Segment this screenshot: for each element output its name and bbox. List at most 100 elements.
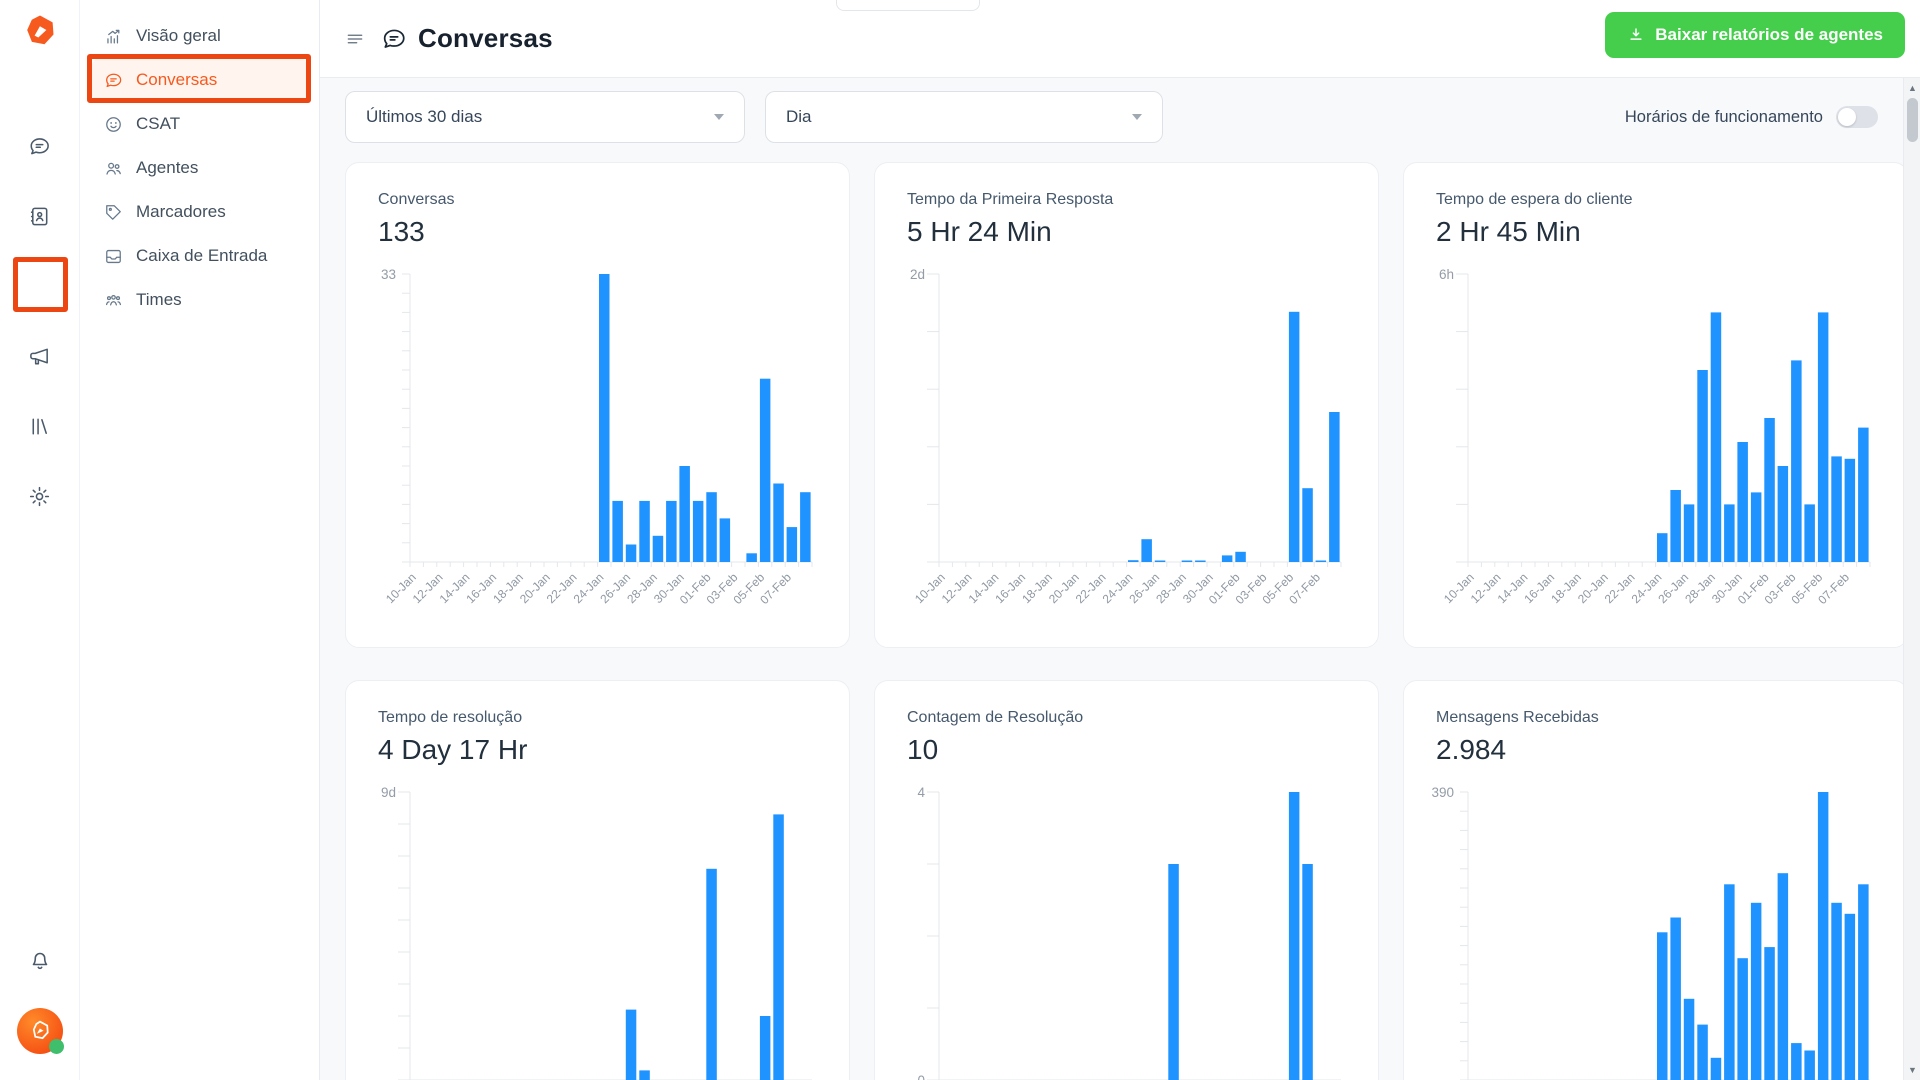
bar-chart-tempo-espera: 6h 10-Jan 12-Jan 14-Jan 16-Jan 18-Jan 20-Jan 22… [1404,262,1907,619]
bar [1791,360,1802,562]
bar [1221,555,1233,562]
sidebar-item-label: Conversas [136,70,218,89]
rail-item-conversations[interactable] [20,126,60,166]
download-agent-reports-button[interactable]: Baixar relatórios de agentes [1605,12,1905,58]
scrollbar-thumb[interactable] [1907,98,1918,142]
bar-chart-svg: 4010-Jan12-Jan14-Jan16-Jan18-Jan20-Jan22… [917,785,1341,1080]
download-icon [1627,26,1645,44]
chart-metric: 2.984 [1436,734,1507,765]
bar [706,492,717,562]
tag-icon [104,203,123,222]
bar [1710,312,1722,562]
chart-title: Contagem de Resolução [907,709,1084,726]
bar [800,492,811,562]
sidebar-item-vis-o-geral[interactable]: Visão geral [92,14,307,58]
bar [1181,560,1193,562]
page-title: Conversas [418,23,553,53]
svg-text:0: 0 [917,1073,925,1080]
scroll-up-arrow-icon[interactable]: ▲ [1908,83,1917,93]
svg-text:07-Feb: 07-Feb [757,570,794,607]
hamburger-icon[interactable] [345,29,365,49]
user-avatar[interactable] [16,1008,64,1054]
bar [1315,560,1327,562]
bar-chart-svg: 2d10-Jan12-Jan14-Jan16-Jan18-Jan20-Jan22… [910,267,1342,607]
rail-item-settings[interactable] [20,476,60,516]
browser-notch-pill [836,0,980,11]
bar [1697,1024,1708,1080]
page-header: Conversas Baixar relatórios de agentes [320,0,1920,78]
notifications-bell-icon[interactable] [20,940,60,980]
bar [746,553,757,562]
bar-chart-conversas: 33 10-Jan 12-Jan 14-Jan 16-Jan 18-Jan 20-Jan 22… [346,262,849,619]
gear-icon [28,485,51,508]
svg-text:4: 4 [917,785,925,800]
bar [1764,418,1775,562]
business-hours-toggle[interactable] [1836,106,1878,128]
bar [1764,947,1775,1080]
bar [1302,864,1313,1080]
rail-item-campaigns[interactable] [20,336,60,376]
bar [1657,932,1668,1080]
bar [1750,492,1762,562]
bar-chart-contagem-resolucao: 4010-Jan12-Jan14-Jan16-Jan18-Jan20-Jan22… [875,780,1378,1080]
bar [1804,1050,1815,1080]
main-area: Conversas Baixar relatórios de agentes Ú… [320,0,1920,1080]
svg-text:07-Feb: 07-Feb [1815,570,1852,607]
sidebar-item-caixa-de-entrada[interactable]: Caixa de Entrada [92,234,307,278]
bar [599,274,610,562]
bar-chart-primeira-resposta: 2d 10-Jan 12-Jan 14-Jan 16-Jan 18-Jan 20-Jan 22… [875,262,1378,619]
bar [1657,533,1668,562]
bar [1683,504,1695,562]
reports-sidebar: Visão geral Conversas CSAT Agentes Marcadore… [80,0,320,1080]
bar [1858,884,1869,1080]
chart-title: Tempo da Primeira Resposta [907,191,1114,208]
rail-item-contacts[interactable] [20,196,60,236]
sidebar-item-conversas[interactable]: Conversas [92,58,307,102]
vertical-scrollbar[interactable]: ▲ ▼ [1903,78,1920,1080]
bar [692,500,704,562]
smiley-icon [104,115,123,134]
app-logo[interactable] [22,13,58,49]
sidebar-item-marcadores[interactable]: Marcadores [92,190,307,234]
chart-metric: 133 [378,216,425,247]
date-range-select[interactable]: Últimos 30 dias [345,91,745,143]
bar [1737,958,1748,1080]
bar [1154,560,1166,562]
bar [1141,539,1152,562]
chevron-down-icon [714,114,724,120]
chart-card-primeira-resposta: Tempo da Primeira Resposta 5 Hr 24 Min 2… [874,162,1379,648]
trend-chart-icon [104,27,123,46]
rail-icons [19,126,60,516]
sidebar-item-agentes[interactable]: Agentes [92,146,307,190]
group-by-value: Dia [786,107,812,126]
bar [612,500,623,562]
bar [679,466,690,562]
rail-item-help-center[interactable] [20,406,60,446]
bar [652,535,664,562]
chart-card-tempo-resolucao: Tempo de resolução 4 Day 17 Hr 9d10-Jan1… [345,680,850,1080]
bar [773,483,784,562]
bar [1288,311,1300,562]
bar [625,1009,637,1080]
people-icon [104,159,123,178]
bar [1817,792,1829,1080]
bar [1804,504,1815,562]
rail-item-reports[interactable] [19,266,60,306]
sidebar-item-csat[interactable]: CSAT [92,102,307,146]
bar [1724,884,1735,1080]
charts-grid: Conversas 133 33 10-Jan 12-Jan 14-Jan 16-Jan… [345,162,1908,1080]
bar [1817,312,1829,562]
bar [1831,902,1842,1080]
scroll-down-arrow-icon[interactable]: ▼ [1908,1065,1917,1075]
online-status-dot [48,1039,64,1054]
conversations-title-icon [381,26,407,52]
sidebar-item-times[interactable]: Times [92,278,307,322]
bar [706,868,717,1080]
sidebar-item-label: CSAT [136,114,181,133]
sidebar-item-label: Agentes [136,158,199,177]
group-by-select[interactable]: Dia [765,91,1163,143]
bar [1724,504,1735,562]
bar [1302,488,1313,562]
bar [1329,412,1340,562]
bar [773,814,784,1080]
